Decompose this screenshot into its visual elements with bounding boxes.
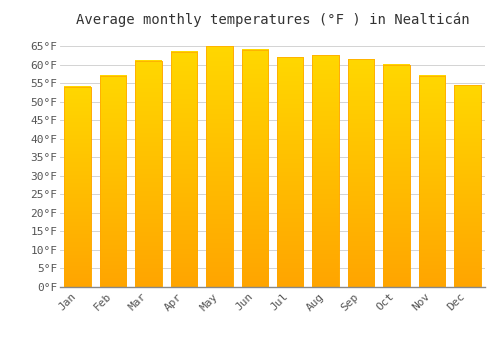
Bar <box>170 52 197 287</box>
Bar <box>100 76 126 287</box>
Bar <box>418 76 445 287</box>
Title: Average monthly temperatures (°F ) in Nealticán: Average monthly temperatures (°F ) in Ne… <box>76 12 469 27</box>
Bar <box>170 52 197 287</box>
Bar <box>206 46 233 287</box>
Bar <box>348 59 374 287</box>
Bar <box>136 61 162 287</box>
Bar <box>348 59 374 287</box>
Bar <box>454 85 480 287</box>
Bar <box>136 61 162 287</box>
Bar <box>312 55 339 287</box>
Bar <box>64 87 91 287</box>
Bar <box>100 76 126 287</box>
Bar <box>383 65 409 287</box>
Bar <box>418 76 445 287</box>
Bar <box>454 85 480 287</box>
Bar <box>277 57 303 287</box>
Bar <box>383 65 409 287</box>
Bar <box>64 87 91 287</box>
Bar <box>277 57 303 287</box>
Bar <box>312 55 339 287</box>
Bar <box>206 46 233 287</box>
Bar <box>242 50 268 287</box>
Bar <box>242 50 268 287</box>
